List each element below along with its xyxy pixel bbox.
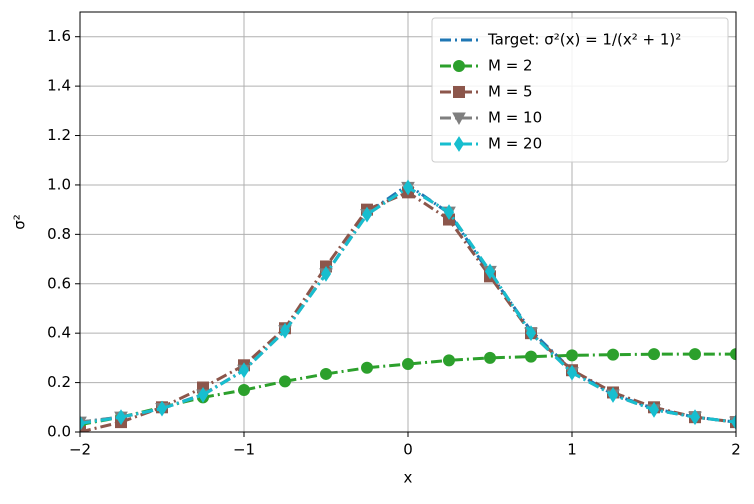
marker: [402, 358, 414, 371]
marker: [115, 409, 127, 426]
legend: Target: σ²(x) = 1/(x² + 1)² M = 2 M = 5 M =…: [431, 17, 729, 163]
x-tick-label: 1: [567, 441, 577, 459]
plot-frame: [79, 11, 737, 433]
marker: [730, 414, 736, 431]
legend-label: Target: σ²(x) = 1/(x² + 1)²: [487, 31, 681, 49]
marker: [525, 325, 537, 342]
x-tick-label: 2: [731, 441, 741, 459]
marker: [279, 375, 291, 388]
legend-label: M = 2: [488, 57, 533, 75]
marker: [238, 384, 250, 396]
marker: [484, 351, 496, 364]
marker: [279, 322, 291, 339]
marker: [320, 265, 332, 282]
marker: [453, 86, 465, 98]
marker: [197, 387, 209, 403]
legend-label: M = 10: [488, 109, 542, 127]
marker: [525, 350, 537, 363]
x-axis-label: x: [404, 469, 413, 487]
y-tick-label: 1.6: [47, 27, 71, 45]
marker: [689, 348, 701, 361]
marker: [607, 348, 619, 361]
marker: [566, 364, 578, 381]
x-tick-label: −2: [69, 441, 91, 459]
y-tick-label: 0.2: [47, 373, 71, 391]
marker: [607, 387, 619, 403]
x-tick-label: −1: [233, 441, 255, 459]
marker: [566, 349, 578, 362]
y-tick-label: 0.6: [47, 274, 71, 292]
marker: [453, 60, 465, 72]
marker: [402, 179, 414, 196]
marker: [730, 348, 736, 361]
y-tick-label: 0.0: [47, 423, 71, 441]
y-tick-label: 1.4: [47, 77, 71, 95]
marker: [453, 136, 465, 152]
marker: [648, 348, 660, 361]
y-axis-label: σ²: [11, 214, 29, 230]
plot-area: [80, 179, 736, 432]
y-tick-label: 1.2: [47, 126, 71, 144]
y-tick-label: 0.8: [47, 225, 71, 243]
y-tick-label: 0.4: [47, 324, 71, 342]
marker: [484, 263, 496, 280]
marker: [689, 409, 701, 426]
marker: [320, 367, 332, 380]
marker: [238, 362, 250, 379]
marker: [443, 204, 455, 221]
marker: [80, 415, 86, 432]
marker: [156, 400, 168, 417]
legend-box: [431, 17, 729, 163]
legend-label: M = 5: [488, 83, 533, 101]
marker: [452, 112, 466, 126]
marker: [361, 206, 373, 223]
marker: [361, 361, 373, 374]
marker: [80, 426, 86, 432]
x-tick-label: 0: [403, 441, 413, 459]
marker: [443, 354, 455, 367]
legend-label: M = 20: [488, 135, 542, 153]
marker: [648, 401, 660, 418]
y-tick-label: 1.0: [47, 175, 71, 193]
